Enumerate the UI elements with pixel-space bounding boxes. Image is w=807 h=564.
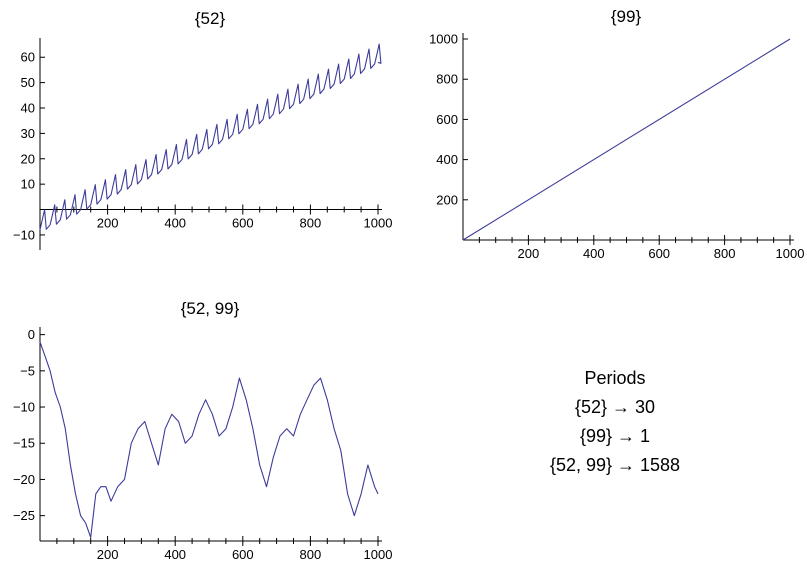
y-tick-label: 50	[21, 75, 35, 90]
x-tick-label: 1000	[776, 246, 805, 261]
x-tick-label: 1000	[364, 216, 393, 231]
y-tick-label: 20	[21, 151, 35, 166]
y-tick-label: 400	[436, 152, 458, 167]
y-tick-label: 200	[436, 192, 458, 207]
x-tick-label: 1000	[364, 547, 393, 562]
y-tick-label: −15	[13, 436, 35, 451]
x-tick-label: 800	[714, 246, 736, 261]
chart-title: {52}	[195, 9, 226, 28]
y-tick-label: 0	[28, 327, 35, 342]
y-tick-label: −10	[13, 400, 35, 415]
x-tick-label: 400	[164, 547, 186, 562]
period-line-52: {52} → 30	[574, 397, 656, 417]
chart-52: {52} 200 400 600 800 1000 −10 10 20 30 40 50 60	[13, 9, 393, 250]
series-line	[462, 38, 791, 241]
series-line	[39, 43, 382, 230]
x-tick-label: 200	[97, 547, 119, 562]
x-tick-label: 400	[583, 246, 605, 261]
y-tick-label: −10	[13, 227, 35, 242]
x-tick-label: 600	[232, 216, 254, 231]
y-tick-label: 10	[21, 177, 35, 192]
chart-title: {99}	[611, 7, 642, 26]
x-tick-label: 200	[97, 216, 119, 231]
x-tick-label: 200	[518, 246, 540, 261]
y-tick-label: −5	[20, 363, 35, 378]
x-tick-label: 800	[300, 547, 322, 562]
chart-52-99: {52, 99} 200 400 600 800 1000 0 −5 −10 −15 −20 −25	[13, 299, 393, 562]
periods-panel: Periods {52} → 30 {99} → 1 {52, 99} → 15…	[500, 364, 730, 480]
period-line-52-99: {52, 99} → 1588	[549, 455, 681, 475]
y-tick-label: 800	[436, 72, 458, 87]
period-line-99: {99} → 1	[579, 426, 651, 446]
y-tick-label: 600	[436, 112, 458, 127]
y-tick-label: 30	[21, 126, 35, 141]
y-tick-label: 40	[21, 101, 35, 116]
x-tick-label: 400	[164, 216, 186, 231]
x-tick-label: 600	[232, 547, 254, 562]
chart-title: {52, 99}	[181, 299, 240, 318]
x-tick-label: 600	[648, 246, 670, 261]
periods-heading: Periods	[584, 368, 646, 388]
y-tick-label: −25	[13, 508, 35, 523]
chart-99: {99} 200 400 600 800 1000 200 400 600 800 1000	[429, 7, 804, 261]
y-tick-label: 60	[21, 50, 35, 65]
y-tick-label: −20	[13, 472, 35, 487]
series-line	[39, 341, 379, 538]
y-tick-label: 1000	[429, 32, 458, 47]
x-tick-label: 800	[300, 216, 322, 231]
